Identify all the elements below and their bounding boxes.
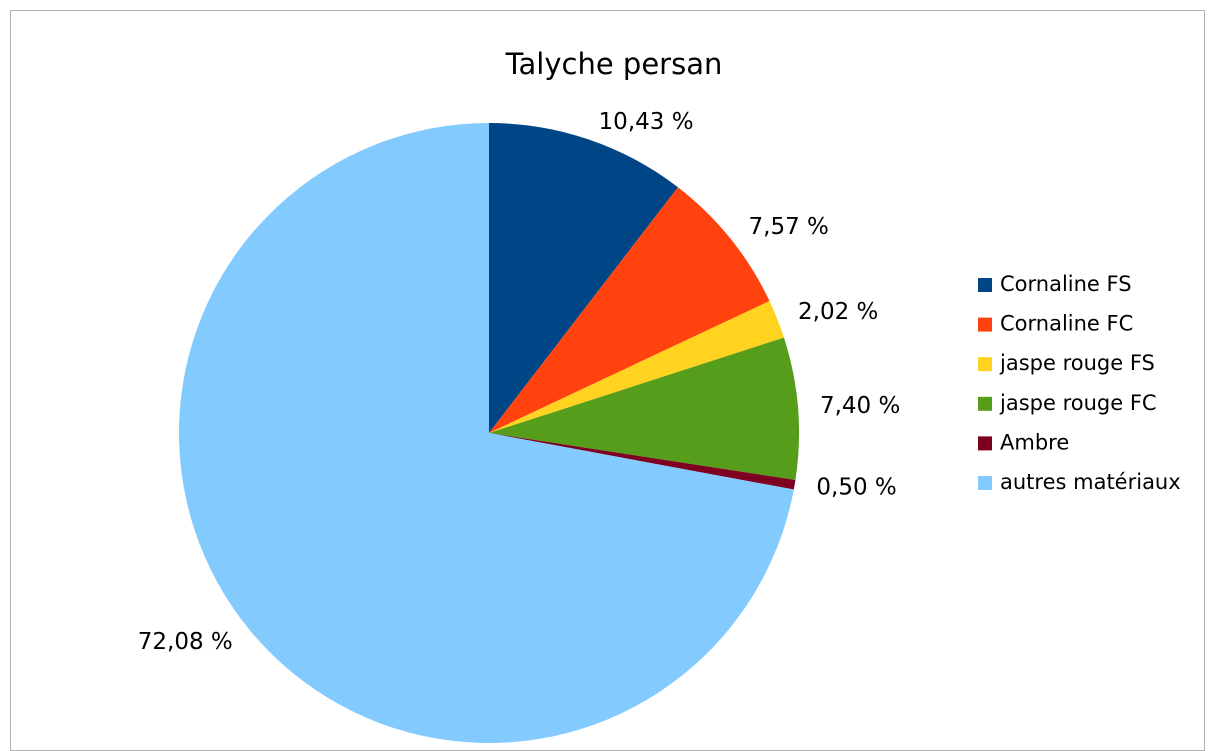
- legend-swatch: [978, 278, 992, 292]
- legend-swatch: [978, 317, 992, 332]
- legend-label: autres matériaux: [1000, 470, 1181, 494]
- data-label: 0,50 %: [816, 474, 896, 500]
- legend-swatch: [978, 357, 992, 372]
- data-label: 2,02 %: [798, 299, 878, 325]
- data-label: 7,57 %: [749, 214, 829, 240]
- data-label: 7,40 %: [820, 393, 900, 419]
- data-label: 72,08 %: [138, 629, 233, 655]
- legend-label: jaspe rouge FS: [999, 351, 1155, 375]
- legend-swatch: [978, 436, 992, 451]
- pie-slice: [489, 123, 678, 433]
- pie-slice: [489, 187, 770, 433]
- pie-slice: [179, 123, 794, 743]
- data-label: 10,43 %: [599, 109, 694, 135]
- legend-swatch: [978, 476, 992, 490]
- legend-label: Ambre: [1000, 430, 1069, 454]
- pie-slice: [489, 337, 799, 480]
- legend-swatch: [978, 396, 992, 411]
- chart-title: Talyche persan: [505, 47, 723, 81]
- pie-slice: [489, 433, 796, 490]
- legend-label: jaspe rouge FC: [999, 391, 1157, 415]
- pie-slice: [489, 301, 784, 433]
- legend-label: Cornaline FC: [1000, 312, 1133, 336]
- legend-label: Cornaline FS: [1000, 272, 1132, 296]
